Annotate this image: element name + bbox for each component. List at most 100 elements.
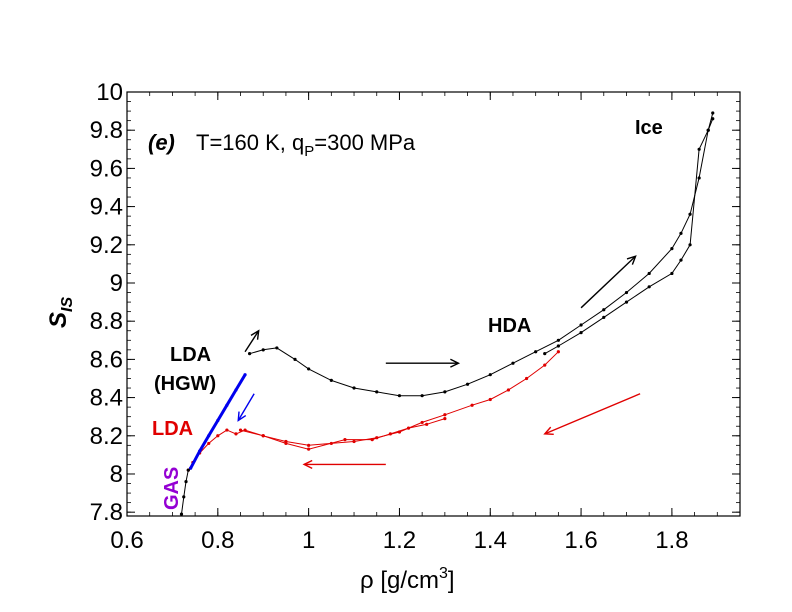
annotation-hda: HDA <box>488 315 531 337</box>
y-tick-label: 9.6 <box>90 155 123 182</box>
series-point <box>186 468 190 472</box>
x-tick-label: 1.4 <box>474 527 507 554</box>
y-tick-label: 8.4 <box>90 385 123 412</box>
arrow-red-down-head <box>543 426 554 436</box>
series-point <box>238 428 243 432</box>
x-tick-label: 1.8 <box>655 527 688 554</box>
series-point <box>329 378 333 382</box>
series-point <box>207 434 211 438</box>
annotation-ice: Ice <box>635 117 663 139</box>
series-point <box>506 388 511 392</box>
x-axis-label-main: ρ [g/cm <box>360 567 439 594</box>
series-point <box>425 422 429 426</box>
series-point <box>543 363 547 367</box>
series-point <box>647 271 651 276</box>
series-point <box>352 439 356 444</box>
y-tick-label: 9.8 <box>90 117 123 144</box>
arrow-lda-blue-down <box>237 393 255 421</box>
series-point <box>488 373 492 377</box>
series-point <box>534 350 538 354</box>
series-point <box>188 466 193 470</box>
series-point <box>406 426 411 430</box>
condition-text-t: T=160 K, q <box>196 130 304 155</box>
series-point <box>225 403 229 407</box>
series-point <box>243 373 247 377</box>
arrow-lda-up-head <box>250 329 260 340</box>
annotation-lda-red: LDA <box>152 418 193 440</box>
series-layer <box>179 111 715 516</box>
series-point <box>711 117 715 121</box>
series-point <box>370 438 374 442</box>
series-point <box>679 258 683 262</box>
condition-text-sub: P <box>304 143 314 160</box>
condition-text-p: =300 MPa <box>314 130 416 155</box>
series-point <box>284 441 288 446</box>
x-axis-label-tail: ] <box>448 567 455 594</box>
arrow-lda-blue-down-head <box>237 411 247 422</box>
x-axis-label-sup: 3 <box>439 565 448 582</box>
series-point <box>556 350 560 354</box>
annotation-lda: LDA <box>170 344 211 366</box>
series-point <box>543 352 547 356</box>
series-point <box>706 128 710 132</box>
x-tick-label: 0.6 <box>110 527 143 554</box>
series-point <box>225 428 229 432</box>
series-point <box>679 231 683 235</box>
series-point <box>488 397 492 402</box>
y-tick-label: 8.6 <box>90 346 123 373</box>
series-point <box>248 352 252 356</box>
arrow-ice-up <box>580 255 637 309</box>
annotation-gas: GAS <box>161 467 183 510</box>
y-tick-label: 8.2 <box>90 423 123 450</box>
y-tick-label: 8.8 <box>90 308 123 335</box>
series-line-decompression-return <box>240 418 446 450</box>
x-tick-label: 0.8 <box>201 527 234 554</box>
series-point <box>375 390 379 394</box>
x-axis-label: ρ [g/cm3] <box>360 565 455 594</box>
series-point <box>216 434 220 438</box>
series-point <box>470 403 474 407</box>
arrow-lda-up <box>244 330 260 353</box>
series-point <box>579 323 583 327</box>
series-point <box>711 111 715 115</box>
y-tick-label: 9 <box>110 270 123 297</box>
arrow-layer <box>237 255 641 469</box>
y-tick-label: 8 <box>110 461 123 488</box>
series-point <box>307 447 311 451</box>
series-line-decompression-high <box>544 118 714 355</box>
condition-text: T=160 K, qP=300 MPa <box>196 130 416 160</box>
series-point <box>397 394 402 398</box>
series-point <box>207 441 211 446</box>
series-point <box>602 315 606 319</box>
series-point <box>216 418 220 423</box>
series-point <box>420 420 424 425</box>
tick-layer: 0.6 0.8 1 1.2 1.4 1.6 1.8 7.8 8 8.2 8.4 8.6 8.8 9 9.2 9… <box>90 79 741 554</box>
series-point <box>307 367 311 371</box>
series-point <box>697 147 701 151</box>
arrow-red-down <box>544 393 641 435</box>
series-point <box>511 361 515 365</box>
series-point <box>443 390 447 394</box>
series-point <box>275 346 279 350</box>
series-point <box>182 495 186 499</box>
y-axis-label-main: S <box>45 312 72 328</box>
y-tick-label: 7.8 <box>90 499 123 526</box>
plot-frame <box>126 91 741 517</box>
arrow-hda-right-head <box>450 358 461 368</box>
x-tick-label: 1.2 <box>383 527 416 554</box>
series-point <box>420 394 424 398</box>
series-point <box>261 434 265 438</box>
arrow-ice-up-head <box>626 255 637 265</box>
series-point <box>556 338 560 342</box>
series-point <box>465 382 470 386</box>
series-point <box>293 357 297 361</box>
series-point <box>556 344 560 348</box>
x-tick-label: 1.6 <box>564 527 597 554</box>
y-tick-label: 10 <box>96 79 123 106</box>
series-point <box>670 271 674 276</box>
series-point <box>579 331 583 335</box>
series-point <box>443 416 447 421</box>
series-point <box>670 247 674 251</box>
